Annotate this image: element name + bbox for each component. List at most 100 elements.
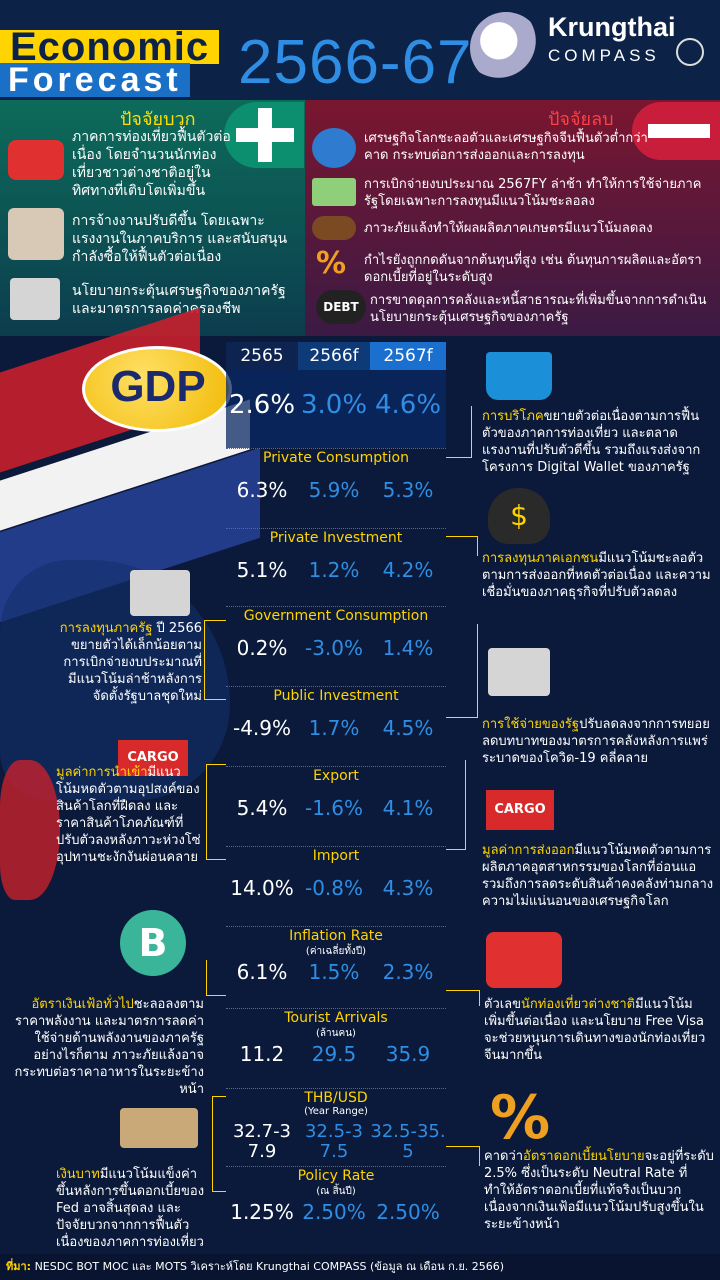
indicator-value-2567f: 2.3% — [382, 960, 434, 984]
note-public-investment: การลงทุนภาครัฐ ปี 2566 ขยายตัวได้เล็กน้อ… — [56, 620, 202, 705]
private-inv-bracket — [446, 536, 478, 556]
thailand-map-south — [0, 760, 60, 900]
note-private-investment-text: มีแนวโน้มชะลอตัวตามการส่งออกที่หดตัวต่อเ… — [482, 551, 711, 600]
negative-item-debt: การขาดดุลการคลังและหนี้สาธารณะที่เพิ่มขึ… — [370, 293, 707, 325]
indicator-value-2566f: -3.0% — [304, 636, 364, 660]
column-header-2565: 2565 — [226, 342, 298, 370]
gov-spend-bracket — [446, 624, 478, 718]
column-header-2566f: 2566f — [298, 342, 370, 370]
note-private-investment: การลงทุนภาคเอกชนมีแนวโน้มชะลอตัวตามการส่… — [482, 550, 714, 601]
government-building-icon — [10, 278, 60, 320]
indicator-divider — [226, 528, 446, 529]
indicator-value-2565: 5.4% — [236, 796, 288, 820]
indicator-value-2567f: 4.2% — [382, 558, 434, 582]
beans-icon — [312, 216, 356, 240]
indicator-value-2565: 5.1% — [236, 558, 288, 582]
indicator-divider — [226, 926, 446, 927]
indicator-divider — [226, 1008, 446, 1009]
indicator-label: Tourist Arrivals — [284, 1010, 388, 1026]
gdp-row-bg — [226, 370, 446, 448]
gdp-bubble — [82, 346, 232, 432]
footer-text: NESDC BOT MOC และ MOTS วิเคราะห์โดย Krun… — [31, 1260, 505, 1273]
indicator-value-2567f: 1.4% — [382, 636, 434, 660]
indicator-value-2566f: 1.5% — [308, 960, 360, 984]
note-baht-highlight: เงินบาท — [56, 1167, 100, 1182]
percent-arrow-icon: % — [316, 246, 347, 281]
gdp-label: GDP — [110, 362, 206, 411]
note-export-text: มีแนวโน้มหดตัวตามการผลิตภาคอุตสาหกรรมของ… — [482, 843, 714, 909]
negative-title: ปัจจัยลบ — [548, 109, 614, 130]
title-economic: Economic — [0, 27, 220, 67]
indicator-value-2567f: 4.5% — [382, 716, 434, 740]
note-consumption-highlight: การบริโภค — [482, 409, 544, 424]
indicator-value-2567f: 4.3% — [382, 876, 434, 900]
note-inflation: อัตราเงินเฟ้อทั่วไปชะลอลงตามราคาพลังงาน … — [8, 996, 204, 1098]
gdp-value-2566f: 3.0% — [300, 390, 368, 420]
indicator-label: Inflation Rate — [289, 928, 383, 944]
column-header-2567f: 2567f — [370, 342, 446, 370]
note-gov-spending: การใช้จ่ายของรัฐปรับลดลงจากการทยอยลดบทบา… — [482, 716, 714, 767]
gdp-value-2565: 2.6% — [228, 390, 296, 420]
inflation-bracket — [206, 960, 226, 996]
minus-icon — [648, 124, 710, 138]
indicator-value-2566f: 5.9% — [308, 478, 360, 502]
export-bracket — [446, 760, 466, 850]
note-import-text: มีแนวโน้มหดตัวตามอุปสงค์ของสินค้าโลกที่ฝ… — [56, 765, 201, 865]
indicator-value-2566f: 29.5 — [311, 1042, 357, 1066]
note-policy-pre: คาดว่า — [484, 1149, 524, 1164]
indicator-label: Import — [312, 848, 360, 864]
indicator-value-2565: 11.2 — [239, 1042, 285, 1066]
indicator-sub-label: (Year Range) — [304, 1106, 368, 1117]
indicator-divider — [226, 448, 446, 449]
krungthai-logo-icon — [470, 12, 542, 84]
indicator-divider — [226, 686, 446, 687]
positive-title: ปัจจัยบวก — [120, 109, 196, 130]
indicator-sub-label: (ค่าเฉลี่ยทั้งปี) — [305, 946, 367, 957]
indicator-value-2567f: 5.3% — [382, 478, 434, 502]
currency-coin-icon: B — [120, 910, 186, 976]
note-export: มูลค่าการส่งออกมีแนวโน้มหดตัวตามการผลิตภ… — [482, 842, 714, 910]
note-policy-highlight: อัตราดอกเบี้ยนโยบาย — [523, 1149, 645, 1164]
indicator-sub-label: (ล้านคน) — [316, 1028, 356, 1039]
indicator-value-2565: 0.2% — [236, 636, 288, 660]
indicator-label: Private Consumption — [263, 450, 409, 466]
note-inflation-highlight: อัตราเงินเฟ้อทั่วไป — [31, 997, 134, 1012]
note-consumption: การบริโภคขยายตัวต่อเนื่องตามการฟื้นตัวขอ… — [482, 408, 714, 476]
indicator-divider — [226, 1088, 446, 1089]
note-inflation-text: ชะลอลงตามราคาพลังงาน และมาตรการลดค่าใช้จ… — [14, 997, 204, 1097]
indicator-label: Private Investment — [269, 530, 403, 546]
note-tourist-highlight: นักท่องเที่ยวต่างชาติ — [521, 997, 636, 1012]
globe-icon — [312, 128, 356, 168]
note-public-investment-highlight: การลงทุนภาครัฐ — [59, 621, 153, 636]
negative-item-costs: กำไรยังถูกกดดันจากต้นทุนที่สูง เช่น ต้นท… — [364, 253, 702, 285]
indicator-divider — [226, 606, 446, 607]
indicator-value-2567f: 2.50% — [376, 1200, 440, 1224]
negative-item-drought: ภาวะภัยแล้งทำให้ผลผลิตภาคเกษตรมีแนวโน้มล… — [364, 221, 653, 236]
positive-item-employment: การจ้างงานปรับดีขึ้น โดยเฉพาะแรงงานในภาค… — [72, 213, 288, 265]
negative-item-global: เศรษฐกิจโลกชะลอตัวและเศรษฐกิจจีนฟื้นตัวต… — [364, 131, 648, 163]
policy-bracket — [446, 1146, 480, 1166]
note-baht-text: มีแนวโน้มแข็งค่าขึ้นหลังการขึ้นดอกเบี้ยข… — [56, 1167, 205, 1250]
money-icon — [312, 178, 356, 206]
note-import: มูลค่าการนำเข้ามีแนวโน้มหดตัวตามอุปสงค์ข… — [56, 764, 204, 866]
debt-icon: DEBT — [316, 290, 366, 324]
indicator-divider — [226, 1166, 446, 1167]
indicator-value-2567f: 35.9 — [385, 1042, 431, 1066]
compass-icon — [676, 38, 704, 66]
indicator-value-2565: 6.1% — [236, 960, 288, 984]
brand-name: Krungthai — [548, 12, 676, 42]
money-bag-icon: $ — [488, 488, 550, 544]
consumption-bracket — [446, 406, 472, 458]
indicator-label: Policy Rate — [297, 1168, 375, 1184]
indicator-value-2566f: -0.8% — [304, 876, 364, 900]
indicator-label: Export — [313, 768, 359, 784]
baht-bracket — [212, 1096, 226, 1192]
government-spending-icon — [488, 648, 550, 696]
indicator-value-2566f: 2.50% — [302, 1200, 366, 1224]
negative-item-budget: การเบิกจ่ายงบประมาณ 2567FY ล่าช้า ทำให้ก… — [364, 177, 702, 209]
percent-icon: % — [489, 1083, 551, 1153]
note-consumption-text: ขยายตัวต่อเนื่องตามการฟื้นตัวของภาคการท่… — [482, 409, 701, 475]
indicator-value-2565: 1.25% — [230, 1200, 294, 1224]
note-tourist-pre: ตัวเลข — [484, 997, 522, 1012]
note-policy-rate: คาดว่าอัตราดอกเบี้ยนโยบายจะอยู่ที่ระดับ … — [484, 1148, 714, 1233]
